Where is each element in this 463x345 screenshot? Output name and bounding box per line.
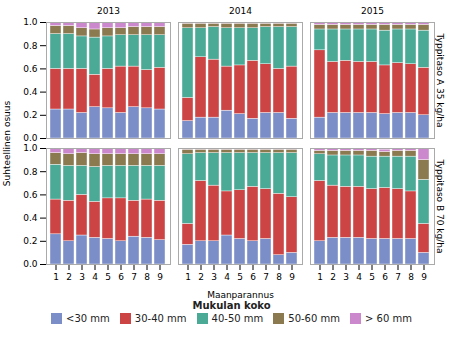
svg-text:0.4: 0.4 [23, 213, 38, 223]
svg-text:0.0: 0.0 [23, 259, 38, 269]
svg-text:3: 3 [79, 272, 85, 282]
svg-text:0.8: 0.8 [23, 167, 38, 177]
svg-text:0.2: 0.2 [23, 236, 37, 246]
svg-text:0.4: 0.4 [23, 87, 38, 97]
svg-text:0.0: 0.0 [23, 133, 38, 143]
html-text:<30 mm: <30 mm [66, 313, 110, 324]
svg-text:0.8: 0.8 [23, 41, 38, 51]
svg-text:7: 7 [131, 272, 137, 282]
html-text:30-40 mm: 30-40 mm [134, 313, 187, 324]
svg-text:2: 2 [330, 272, 336, 282]
svg-text:9: 9 [289, 272, 295, 282]
svg-text:3: 3 [343, 272, 349, 282]
svg-text:Typpitaso A 35 kg/ha: Typpitaso A 35 kg/ha [435, 33, 445, 128]
svg-text:4: 4 [356, 272, 362, 282]
svg-text:6: 6 [118, 272, 124, 282]
svg-text:8: 8 [144, 272, 150, 282]
html-text:50-60 mm: 50-60 mm [288, 313, 340, 324]
svg-text:7: 7 [263, 272, 269, 282]
svg-text:1: 1 [53, 272, 59, 282]
svg-text:6: 6 [250, 272, 256, 282]
svg-text:Suhteellinen osuus: Suhteellinen osuus [2, 101, 12, 187]
svg-text:2: 2 [198, 272, 204, 282]
svg-text:7: 7 [395, 272, 401, 282]
svg-text:2: 2 [66, 272, 72, 282]
svg-text:6: 6 [382, 272, 388, 282]
svg-text:Typpitaso B 70 kg/ha: Typpitaso B 70 kg/ha [435, 159, 445, 254]
svg-text:1: 1 [317, 272, 323, 282]
svg-text:0.2: 0.2 [23, 110, 37, 120]
svg-text:1.0: 1.0 [23, 17, 38, 27]
svg-text:2015: 2015 [361, 6, 384, 16]
svg-text:8: 8 [408, 272, 414, 282]
svg-text:9: 9 [421, 272, 427, 282]
html-text:40-50 mm: 40-50 mm [211, 313, 264, 324]
html-text:Mukulan koko: Mukulan koko [192, 300, 271, 311]
svg-text:3: 3 [211, 272, 217, 282]
svg-text:1.0: 1.0 [23, 143, 38, 153]
svg-text:5: 5 [369, 272, 375, 282]
svg-text:4: 4 [92, 272, 98, 282]
svg-text:Maanparannus: Maanparannus [207, 290, 274, 300]
svg-text:0.6: 0.6 [23, 190, 38, 200]
svg-text:5: 5 [237, 272, 243, 282]
svg-text:2014: 2014 [229, 6, 252, 16]
svg-text:4: 4 [224, 272, 230, 282]
svg-text:9: 9 [157, 272, 163, 282]
svg-text:0.6: 0.6 [23, 64, 38, 74]
svg-text:2013: 2013 [97, 6, 120, 16]
svg-text:1: 1 [185, 272, 191, 282]
svg-text:5: 5 [105, 272, 111, 282]
svg-text:8: 8 [276, 272, 282, 282]
html-text:> 60 mm: > 60 mm [365, 313, 412, 324]
